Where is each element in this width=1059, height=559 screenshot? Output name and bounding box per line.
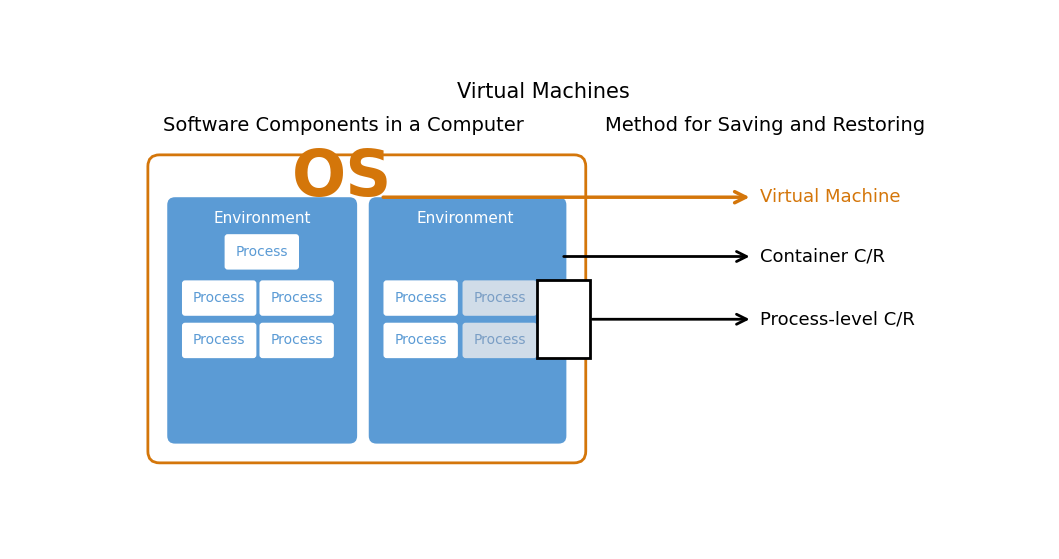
Bar (537, 281, 590, 358)
Text: Process: Process (473, 291, 526, 305)
FancyBboxPatch shape (167, 197, 357, 444)
Text: Process: Process (473, 333, 526, 348)
FancyBboxPatch shape (182, 323, 256, 358)
FancyBboxPatch shape (148, 155, 586, 463)
Text: Environment: Environment (214, 211, 311, 226)
Text: OS: OS (291, 147, 392, 209)
Text: Process: Process (394, 291, 447, 305)
Text: Process: Process (193, 333, 246, 348)
Text: Container C/R: Container C/R (760, 248, 885, 266)
FancyBboxPatch shape (225, 234, 299, 269)
FancyBboxPatch shape (463, 323, 537, 358)
Text: Software Components in a Computer: Software Components in a Computer (163, 116, 524, 135)
FancyBboxPatch shape (463, 281, 537, 316)
Text: Process: Process (270, 333, 323, 348)
Text: Process: Process (235, 245, 288, 259)
Text: Process-level C/R: Process-level C/R (760, 310, 915, 328)
FancyBboxPatch shape (383, 281, 457, 316)
Text: Process: Process (394, 333, 447, 348)
FancyBboxPatch shape (182, 281, 256, 316)
Text: Method for Saving and Restoring: Method for Saving and Restoring (605, 116, 926, 135)
Text: Environment: Environment (417, 211, 515, 226)
Text: Virtual Machines: Virtual Machines (456, 82, 629, 102)
FancyBboxPatch shape (259, 281, 334, 316)
FancyBboxPatch shape (369, 197, 567, 444)
Text: Process: Process (193, 291, 246, 305)
Text: Virtual Machine: Virtual Machine (760, 188, 900, 206)
FancyBboxPatch shape (383, 323, 457, 358)
Text: Process: Process (270, 291, 323, 305)
FancyBboxPatch shape (259, 323, 334, 358)
